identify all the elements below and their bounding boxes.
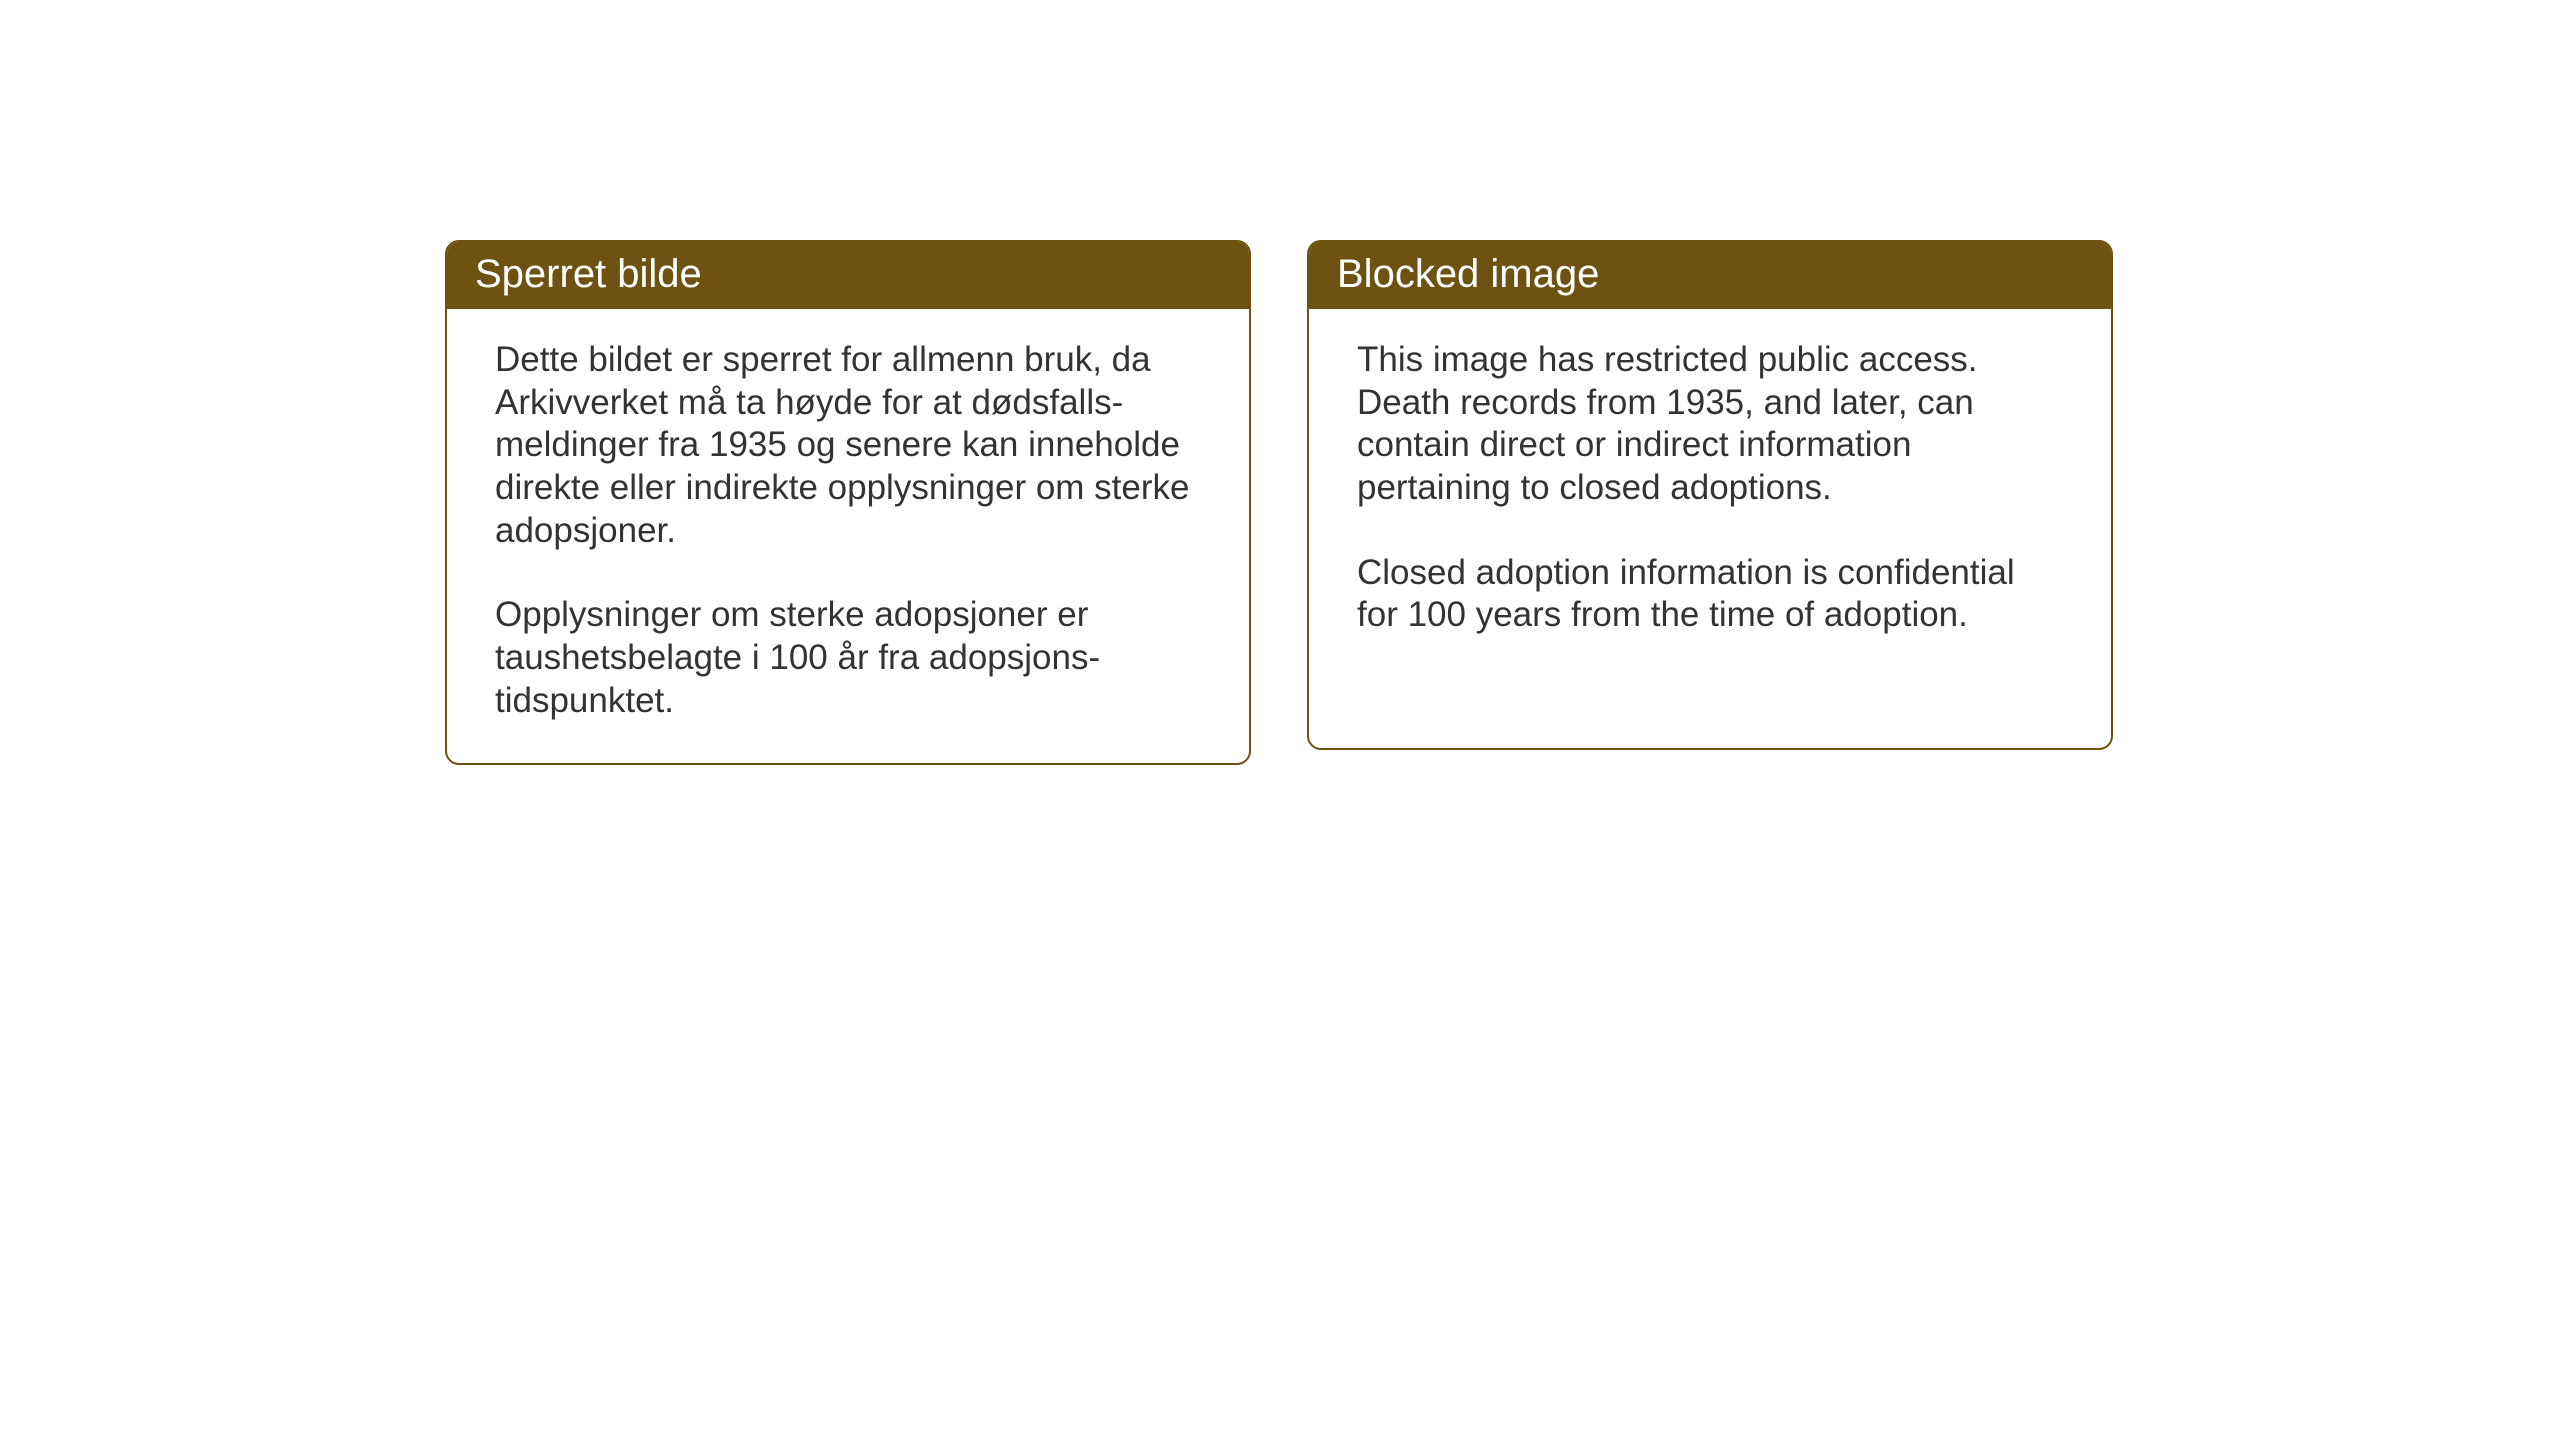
blocked-image-card-english: Blocked image This image has restricted … [1307,240,2113,750]
card-paragraph1-english: This image has restricted public access.… [1357,339,2063,510]
card-paragraph1-norwegian: Dette bildet er sperret for allmenn bruk… [495,339,1201,552]
blocked-image-card-norwegian: Sperret bilde Dette bildet er sperret fo… [445,240,1251,765]
card-paragraph2-norwegian: Opplysninger om sterke adopsjoner er tau… [495,594,1201,722]
card-body-norwegian: Dette bildet er sperret for allmenn bruk… [447,309,1249,763]
cards-container: Sperret bilde Dette bildet er sperret fo… [0,0,2560,765]
card-header-norwegian: Sperret bilde [447,242,1249,309]
card-title-norwegian: Sperret bilde [475,252,702,296]
card-title-english: Blocked image [1337,252,1599,296]
card-header-english: Blocked image [1309,242,2111,309]
card-paragraph2-english: Closed adoption information is confident… [1357,552,2063,637]
card-body-english: This image has restricted public access.… [1309,309,2111,677]
